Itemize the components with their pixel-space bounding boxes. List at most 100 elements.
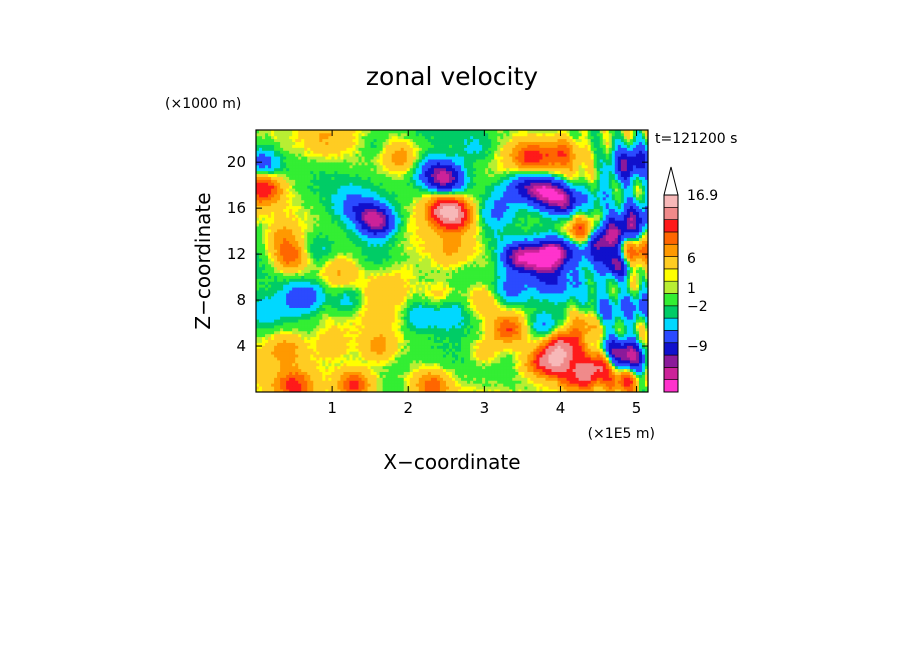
field-cell [307,365,311,370]
field-cell [394,377,399,381]
field-cell [364,226,368,230]
field-cell [256,348,260,352]
field-cell [274,374,278,378]
field-cell [301,278,305,282]
field-cell [334,243,338,247]
field-cell [397,295,402,300]
field-cell [397,371,402,375]
field-cell [295,261,299,265]
field-cell [376,269,381,274]
field-cell [313,295,317,300]
field-cell [316,182,320,186]
field-cell [298,325,302,329]
field-cell [325,307,329,311]
field-cell [337,153,341,157]
field-cell [361,130,365,134]
field-cell [319,153,323,157]
field-cell [394,348,399,352]
field-cell [409,304,414,308]
field-cell [331,310,335,314]
field-cell [304,278,308,282]
field-cell [331,252,335,256]
field-cell [322,266,326,271]
field-cell [358,150,362,154]
field-cell [370,365,374,370]
field-cell [352,371,356,375]
field-cell [379,205,384,209]
field-cell [289,261,293,265]
field-cell [373,176,378,180]
field-cell [361,295,365,300]
field-cell [262,313,266,317]
field-cell [280,295,284,300]
field-cell [301,164,305,169]
field-cell [364,339,368,343]
field-cell [313,345,317,349]
field-cell [412,182,417,186]
field-cell [271,351,275,355]
field-cell [349,138,353,143]
field-cell [346,383,350,387]
field-cell [331,249,335,253]
field-cell [280,325,284,329]
field-cell [406,179,411,183]
field-cell [265,188,269,192]
field-cell [301,147,305,151]
field-cell [409,167,414,172]
field-cell [268,272,272,276]
field-cell [295,269,299,274]
field-cell [397,301,402,306]
field-cell [373,316,378,320]
field-cell [277,153,281,157]
field-cell [259,333,263,338]
field-cell [259,319,263,323]
field-cell [274,202,278,207]
field-cell [310,170,314,175]
field-cell [334,307,338,311]
field-cell [409,150,414,154]
field-cell [307,281,311,285]
field-cell [403,199,408,204]
field-cell [409,374,414,378]
field-cell [346,156,350,160]
field-cell [346,132,350,137]
field-cell [280,281,284,285]
field-cell [298,147,302,151]
field-cell [382,255,387,259]
field-cell [277,325,281,329]
field-cell [394,371,399,375]
field-cell [277,301,281,306]
field-cell [391,377,396,381]
field-cell [355,293,359,297]
field-cell [415,298,420,303]
field-cell [400,249,405,253]
field-cell [397,377,402,381]
field-cell [355,228,359,233]
field-cell [316,263,320,268]
field-cell [373,185,378,189]
field-cell [334,330,338,335]
field-cell [316,327,320,332]
field-cell [331,368,335,373]
field-cell [394,368,399,373]
field-cell [328,333,332,338]
field-cell [421,371,426,375]
field-cell [259,295,263,300]
field-cell [262,194,266,198]
field-cell [358,371,362,375]
field-cell [319,246,323,250]
field-cell [379,261,384,265]
field-cell [283,389,287,392]
field-cell [340,223,344,227]
field-cell [298,176,302,180]
field-cell [313,144,317,148]
field-cell [328,278,332,282]
field-cell [346,333,350,338]
field-cell [406,301,411,306]
field-cell [361,290,365,294]
field-cell [331,272,335,276]
field-cell [358,290,362,294]
field-cell [337,374,341,378]
field-cell [382,243,387,247]
field-cell [331,243,335,247]
